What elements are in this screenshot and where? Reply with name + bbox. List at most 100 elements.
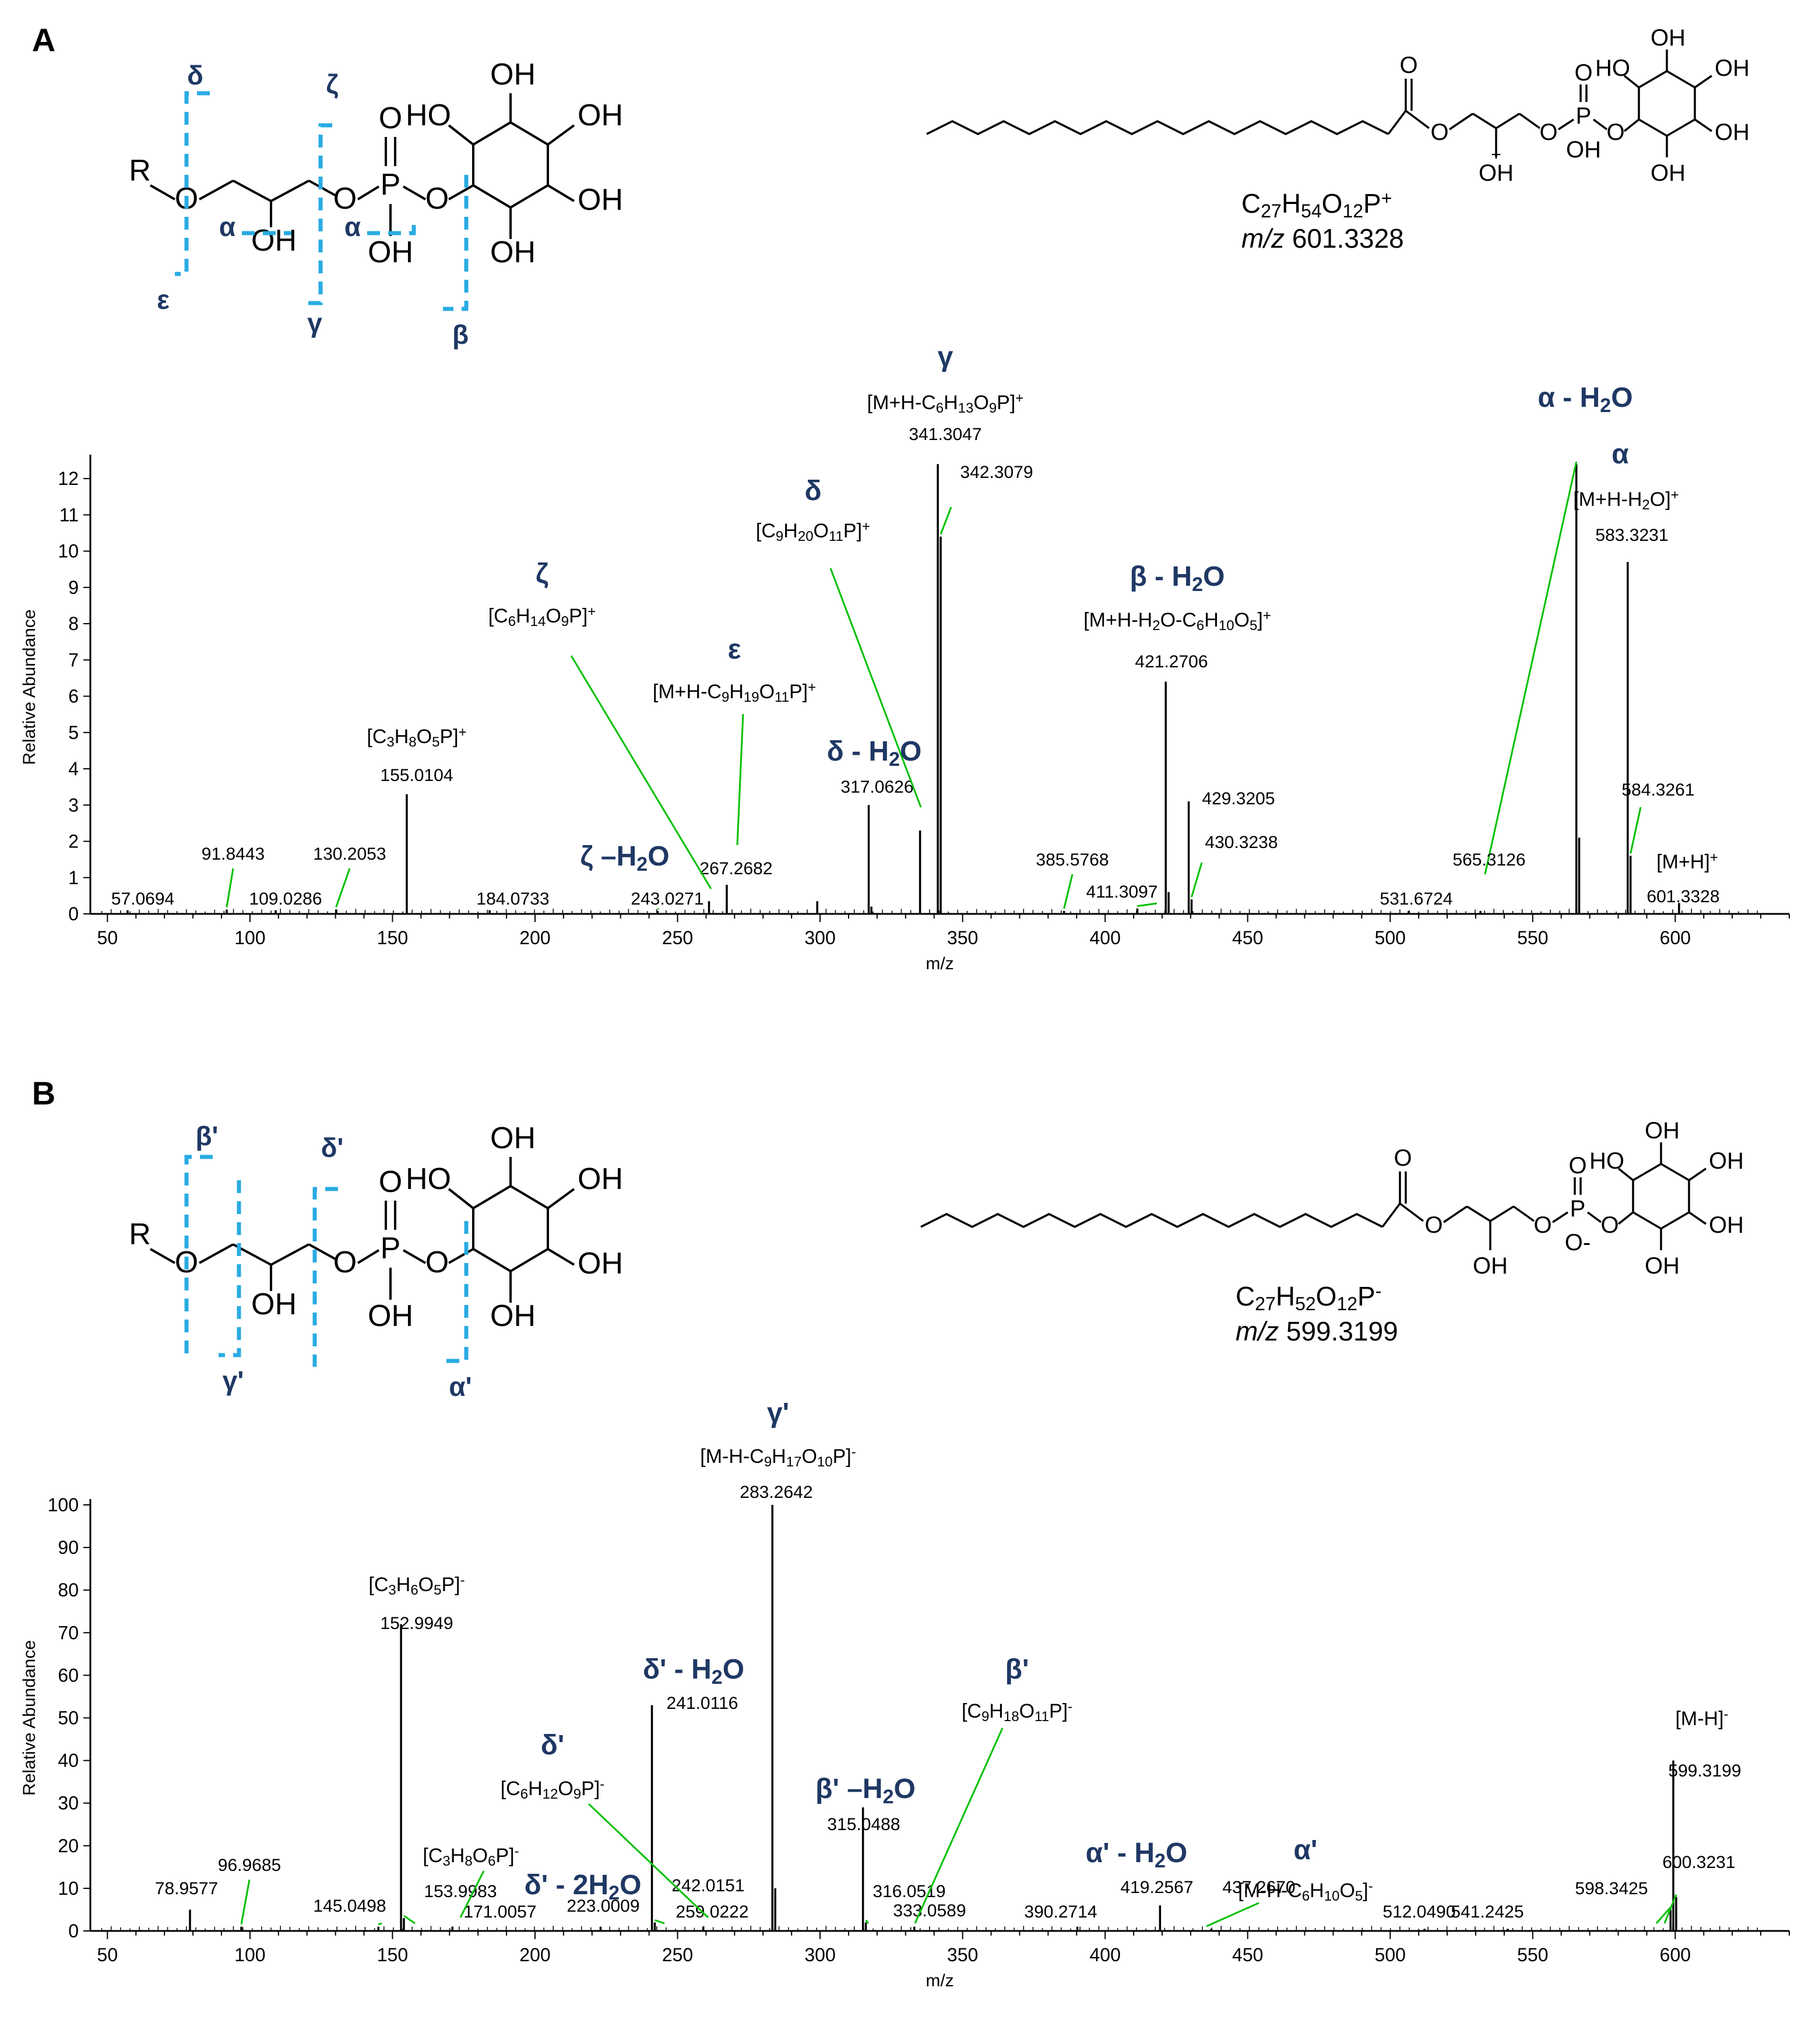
peak-label: 171.0057 xyxy=(463,1902,536,1922)
bond xyxy=(547,1188,575,1209)
bond xyxy=(1558,118,1574,131)
formula-part: C xyxy=(1236,1281,1255,1311)
peak-label: 317.0626 xyxy=(840,778,913,797)
bond xyxy=(1617,1167,1634,1181)
formula-part: H xyxy=(944,392,958,414)
formula-part: O xyxy=(801,1445,817,1468)
peak-label: 241.0116 xyxy=(667,1694,738,1713)
formula-part: O xyxy=(473,1845,488,1867)
x-tick-label: 600 xyxy=(1660,927,1691,948)
formula-part: 6 xyxy=(1302,1888,1310,1904)
formula-part: P] xyxy=(997,392,1015,414)
leader-line xyxy=(335,868,351,908)
peak-label: 91.8443 xyxy=(202,845,265,864)
formula-part: [C xyxy=(488,605,508,627)
precursor-formula: C27H54O12P+ xyxy=(1241,188,1392,221)
formula-part: P] xyxy=(569,605,587,627)
y-tick-label: 100 xyxy=(48,1494,79,1515)
formula-part: H xyxy=(1276,1281,1295,1311)
formula-part: 5 xyxy=(432,734,439,750)
fragment-name: δ' - H2O xyxy=(643,1654,744,1688)
formula-part: 5 xyxy=(1250,618,1257,634)
atom-o: O xyxy=(333,182,357,216)
fragment-name: ζ –H2O xyxy=(580,841,669,875)
mz-prefix: m/z xyxy=(1236,1316,1286,1346)
y-tick-label: 80 xyxy=(58,1579,79,1600)
formula-part: H xyxy=(516,605,530,627)
fragment-name: β' –H2O xyxy=(815,1774,916,1808)
x-tick-label: 300 xyxy=(804,1944,835,1965)
y-tick-label: 20 xyxy=(58,1835,79,1856)
peak-label: 385.5768 xyxy=(1036,850,1109,870)
bond xyxy=(1490,1205,1514,1222)
formula-part: O xyxy=(648,841,669,872)
bond xyxy=(1623,118,1640,132)
bond xyxy=(1688,1211,1707,1225)
bond xyxy=(150,1248,175,1264)
bond xyxy=(1592,118,1608,131)
fragment-formula: [C3H8O6P]- xyxy=(423,1844,519,1869)
y-tick-label: 70 xyxy=(58,1622,79,1643)
formula-part: 9 xyxy=(981,1709,989,1725)
atom-ho: HO xyxy=(1589,1148,1624,1174)
formula-part: 12 xyxy=(1336,1293,1357,1314)
formula-part: 6 xyxy=(1197,618,1204,634)
y-tick-label: 50 xyxy=(58,1708,79,1729)
cleavage-delta-epsilon xyxy=(175,91,210,276)
peak-label: 565.3126 xyxy=(1452,850,1525,870)
formula-part: H xyxy=(729,681,744,703)
panel-label-a: A xyxy=(32,22,55,58)
atom-o: O xyxy=(1574,60,1592,86)
bond xyxy=(448,1188,474,1209)
mz-value: 601.3328 xyxy=(1292,223,1404,254)
bond xyxy=(448,1248,474,1264)
formula-part: 10 xyxy=(817,1454,833,1470)
formula-part: + xyxy=(1710,850,1718,866)
x-tick-label: 500 xyxy=(1375,1944,1406,1965)
formula-part: - xyxy=(1068,1699,1072,1715)
formula-part: P] xyxy=(833,1445,852,1468)
formula-part: ε xyxy=(728,634,741,665)
bond xyxy=(308,1243,336,1260)
cleavage-alpha-prime xyxy=(443,1221,469,1363)
fragment-name: δ - H2O xyxy=(827,736,922,771)
formula-part: β - H xyxy=(1130,561,1192,592)
peak-label: 315.0488 xyxy=(827,1815,900,1834)
formula-part: - xyxy=(460,1572,465,1588)
bond xyxy=(1466,1205,1491,1222)
formula-part: O xyxy=(1322,188,1343,219)
formula-part: + xyxy=(1263,608,1271,624)
formula-part: [M-H-C xyxy=(700,1445,764,1468)
bond xyxy=(448,124,474,146)
fragment-formula: [M+H-C9H19O11P]+ xyxy=(653,680,816,705)
peak-label: 78.9577 xyxy=(155,1879,218,1898)
formula-part: O-C xyxy=(1160,609,1197,631)
formula-part: O xyxy=(620,1870,641,1901)
fragment-formula: [M-H-C9H17O10P]- xyxy=(700,1444,856,1470)
x-axis-label: m/z xyxy=(926,954,953,973)
y-tick-label: 7 xyxy=(68,649,79,670)
formula-part: P xyxy=(1363,188,1381,219)
peak-label: 429.3205 xyxy=(1202,789,1275,808)
fragment-name: δ' - 2H2O xyxy=(525,1870,642,1904)
atom-oh: OH xyxy=(1645,1253,1680,1279)
formula-part: 14 xyxy=(530,614,546,629)
formula-part: H xyxy=(395,726,409,748)
precursor-mz: m/z 601.3328 xyxy=(1241,223,1404,254)
formula-part: 11 xyxy=(829,529,843,544)
atom-o: O xyxy=(1399,52,1417,78)
fragment-formula: [C9H18O11P]- xyxy=(962,1699,1072,1725)
mz-prefix: m/z xyxy=(1241,223,1292,254)
formula-part: - xyxy=(852,1444,856,1460)
formula-part: 8 xyxy=(409,734,416,750)
y-tick-label: 2 xyxy=(68,831,79,852)
x-tick-label: 600 xyxy=(1660,1944,1691,1965)
formula-part: + xyxy=(587,604,596,620)
peak-label: 283.2642 xyxy=(740,1483,812,1502)
bond xyxy=(1617,1211,1634,1225)
x-tick-label: 350 xyxy=(947,927,978,948)
formula-part: H xyxy=(1282,188,1301,219)
cut-label: α' xyxy=(449,1371,472,1402)
formula-part: O xyxy=(417,726,432,748)
bond xyxy=(1449,112,1473,131)
